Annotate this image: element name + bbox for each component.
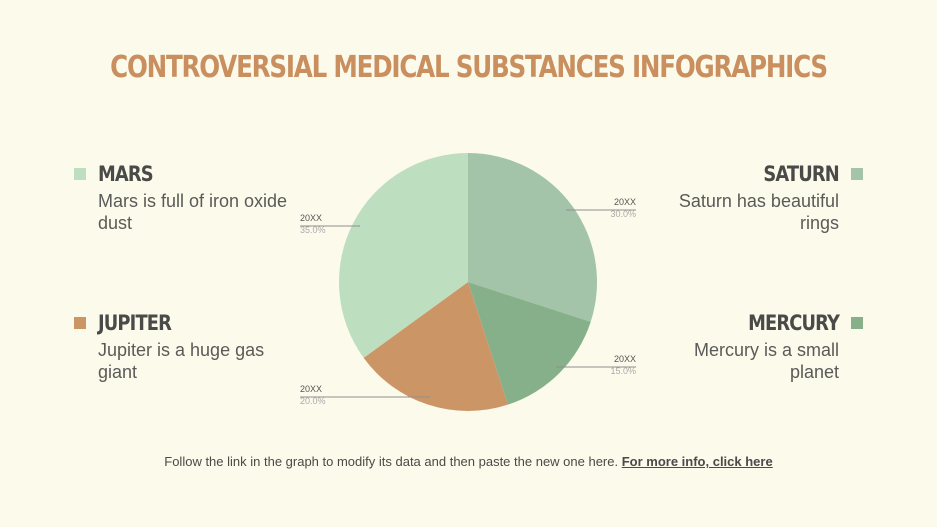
item-name: JUPITER: [98, 311, 172, 335]
legend-item-saturn: SATURN Saturn has beautiful rings: [643, 162, 863, 234]
item-name: MARS: [98, 162, 154, 186]
item-desc: Mars is full of iron oxide dust: [98, 191, 288, 233]
slice-label: 20XX: [614, 197, 636, 207]
page-title: CONTROVERSIAL MEDICAL SUBSTANCES INFOGRA…: [110, 50, 828, 85]
item-desc: Mercury is a small planet: [693, 340, 839, 382]
slice-value-label: 20.0%: [300, 396, 326, 406]
mars-swatch: [74, 168, 86, 180]
item-desc: Jupiter is a huge gas giant: [98, 340, 265, 382]
legend-item-mars: MARS Mars is full of iron oxide dust: [74, 162, 294, 234]
item-desc: Saturn has beautiful rings: [678, 191, 839, 233]
slice-label: 20XX: [300, 384, 322, 394]
slice-value-label: 15.0%: [610, 366, 636, 376]
jupiter-swatch: [74, 317, 86, 329]
slice-label: 20XX: [300, 213, 322, 223]
saturn-swatch: [851, 168, 863, 180]
item-name: MERCURY: [747, 311, 840, 335]
pie-slice[interactable]: [468, 282, 591, 405]
slice-value-label: 35.0%: [300, 225, 326, 235]
item-name: SATURN: [763, 162, 839, 186]
legend-item-mercury: MERCURY Mercury is a small planet: [643, 311, 863, 383]
footer: Follow the link in the graph to modify i…: [0, 454, 937, 469]
legend-item-jupiter: JUPITER Jupiter is a huge gas giant: [74, 311, 294, 383]
pie-slice[interactable]: [339, 153, 468, 358]
slice-label: 20XX: [614, 354, 636, 364]
pie-slice[interactable]: [468, 153, 598, 322]
mercury-swatch: [851, 317, 863, 329]
footer-text: Follow the link in the graph to modify i…: [164, 454, 622, 469]
more-info-link[interactable]: For more info, click here: [621, 454, 773, 469]
pie-slice[interactable]: [363, 282, 508, 411]
slice-value-label: 30.0%: [610, 209, 636, 219]
